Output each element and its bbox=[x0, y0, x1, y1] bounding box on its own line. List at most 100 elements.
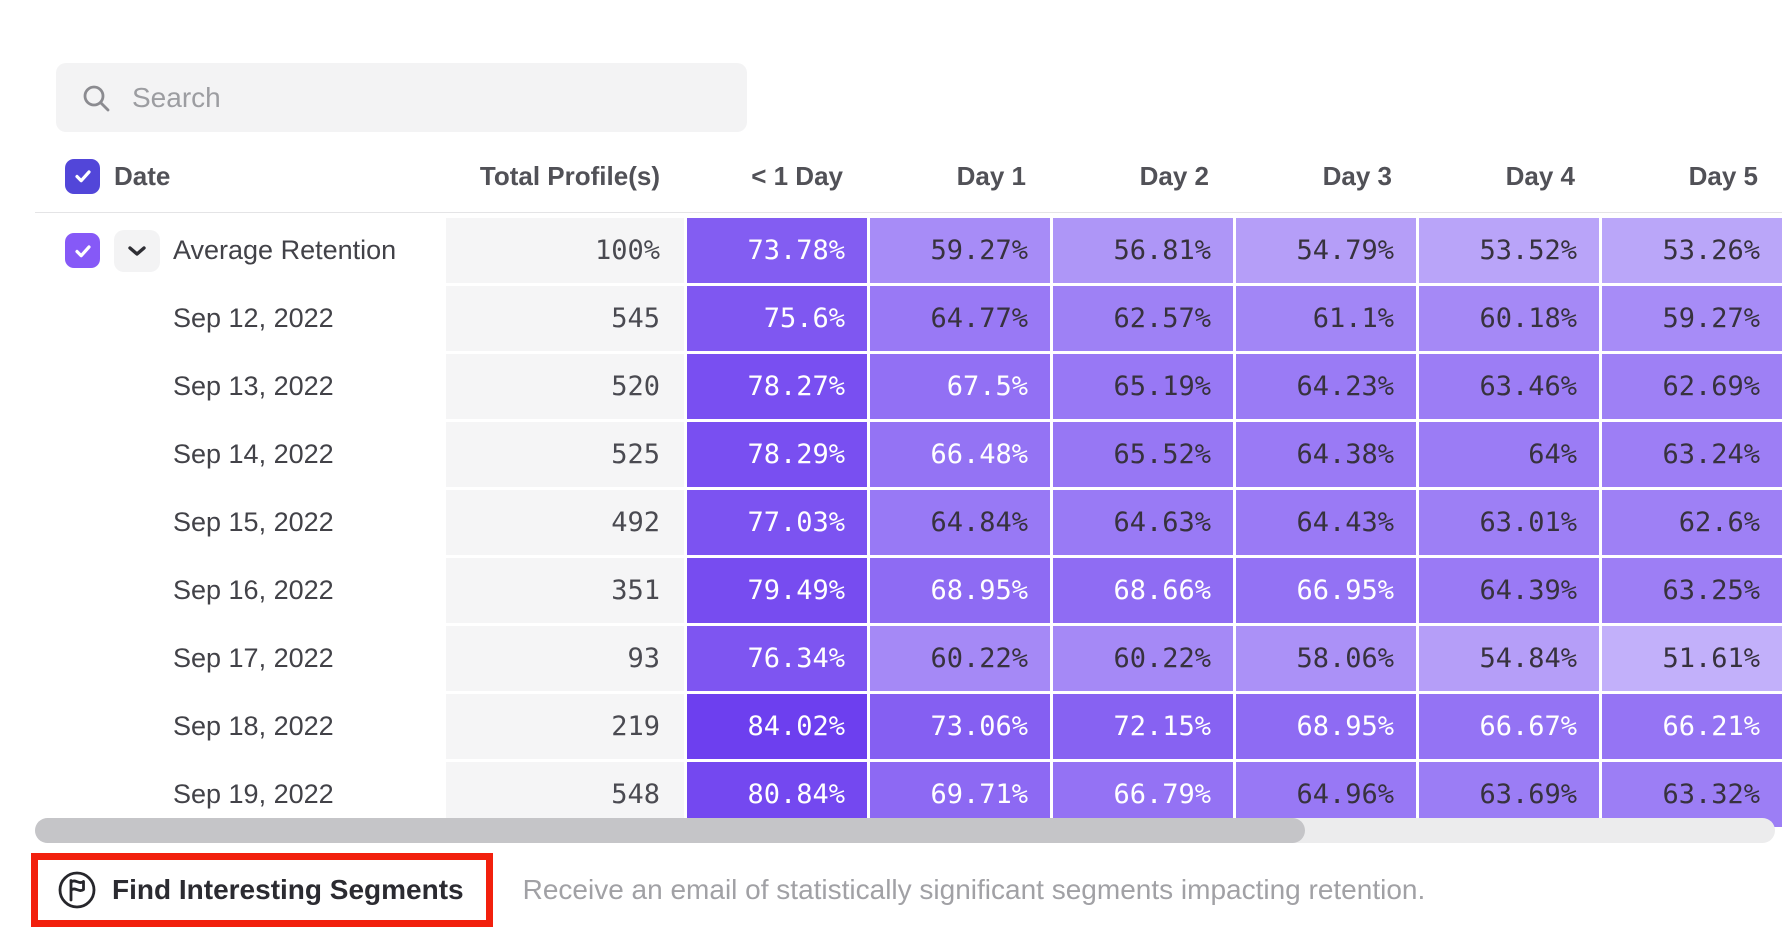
row-label: Sep 18, 2022 bbox=[173, 711, 334, 741]
retention-heat-cell[interactable]: 67.5% bbox=[870, 354, 1050, 419]
footer: Find Interesting Segments Receive an ema… bbox=[31, 853, 1425, 927]
total-profiles-cell: 93 bbox=[446, 626, 684, 691]
total-profiles-cell: 219 bbox=[446, 694, 684, 759]
date-column-header: Date bbox=[114, 160, 171, 191]
retention-heat-cell[interactable]: 54.84% bbox=[1419, 626, 1599, 691]
retention-heat-cell[interactable]: 76.34% bbox=[687, 626, 867, 691]
row-label-cell: Average Retention bbox=[35, 218, 443, 283]
retention-heat-cell[interactable]: 63.25% bbox=[1602, 558, 1782, 623]
retention-heat-cell[interactable]: 72.15% bbox=[1053, 694, 1233, 759]
retention-heat-cell[interactable]: 61.1% bbox=[1236, 286, 1416, 351]
retention-heat-cell[interactable]: 63.32% bbox=[1602, 762, 1782, 827]
retention-heat-cell[interactable]: 51.61% bbox=[1602, 626, 1782, 691]
retention-heat-cell[interactable]: 64.23% bbox=[1236, 354, 1416, 419]
table-row: Average Retention 100% 73.78% 59.27% 56.81… bbox=[35, 218, 1782, 283]
retention-heat-cell[interactable]: 63.46% bbox=[1419, 354, 1599, 419]
search-input[interactable] bbox=[130, 80, 723, 115]
retention-heat-cell[interactable]: 68.66% bbox=[1053, 558, 1233, 623]
retention-heat-cell[interactable]: 63.01% bbox=[1419, 490, 1599, 555]
retention-heat-cell[interactable]: 63.69% bbox=[1419, 762, 1599, 827]
total-profiles-cell: 520 bbox=[446, 354, 684, 419]
retention-heat-cell[interactable]: 53.52% bbox=[1419, 218, 1599, 283]
retention-heat-cell[interactable]: 59.27% bbox=[870, 218, 1050, 283]
retention-heat-cell[interactable]: 66.95% bbox=[1236, 558, 1416, 623]
column-header-lt-1-day[interactable]: < 1 Day bbox=[751, 160, 843, 191]
table-row: Sep 18, 2022 219 84.02% 73.06% 72.15% 68.95… bbox=[35, 694, 1782, 759]
table-row: Sep 16, 2022 351 79.49% 68.95% 68.66% 66.95… bbox=[35, 558, 1782, 623]
retention-heat-cell[interactable]: 54.79% bbox=[1236, 218, 1416, 283]
column-header-day-4[interactable]: Day 4 bbox=[1505, 160, 1575, 191]
total-profiles-cell: 525 bbox=[446, 422, 684, 487]
horizontal-scrollbar-track[interactable] bbox=[35, 818, 1775, 843]
retention-heat-cell[interactable]: 66.79% bbox=[1053, 762, 1233, 827]
search-bar[interactable] bbox=[56, 63, 747, 132]
search-icon bbox=[83, 85, 110, 111]
retention-heat-cell[interactable]: 64.39% bbox=[1419, 558, 1599, 623]
row-checkbox[interactable] bbox=[65, 233, 100, 268]
row-label: Average Retention bbox=[173, 235, 397, 265]
column-header-total-profiles[interactable]: Total Profile(s) bbox=[479, 160, 660, 191]
retention-heat-cell[interactable]: 62.6% bbox=[1602, 490, 1782, 555]
retention-heat-cell[interactable]: 68.95% bbox=[1236, 694, 1416, 759]
retention-heat-cell[interactable]: 60.22% bbox=[1053, 626, 1233, 691]
column-header-day-1[interactable]: Day 1 bbox=[956, 160, 1026, 191]
retention-heat-cell[interactable]: 59.27% bbox=[1602, 286, 1782, 351]
retention-heat-cell[interactable]: 56.81% bbox=[1053, 218, 1233, 283]
retention-heat-cell[interactable]: 64% bbox=[1419, 422, 1599, 487]
retention-heat-cell[interactable]: 64.43% bbox=[1236, 490, 1416, 555]
retention-heat-cell[interactable]: 63.24% bbox=[1602, 422, 1782, 487]
row-label: Sep 12, 2022 bbox=[173, 303, 334, 333]
retention-heat-cell[interactable]: 69.71% bbox=[870, 762, 1050, 827]
retention-heat-cell[interactable]: 64.63% bbox=[1053, 490, 1233, 555]
checkmark-icon bbox=[74, 244, 91, 257]
retention-heat-cell[interactable]: 64.96% bbox=[1236, 762, 1416, 827]
column-header-day-5[interactable]: Day 5 bbox=[1688, 160, 1758, 191]
retention-heat-cell[interactable]: 66.21% bbox=[1602, 694, 1782, 759]
row-label-cell: Sep 14, 2022 bbox=[35, 422, 443, 487]
table-header-row: Date Total Profile(s) < 1 Day Day 1 Day … bbox=[35, 140, 1782, 213]
retention-heat-cell[interactable]: 66.67% bbox=[1419, 694, 1599, 759]
retention-heat-cell[interactable]: 78.27% bbox=[687, 354, 867, 419]
expand-collapse-button[interactable] bbox=[114, 229, 160, 272]
retention-heat-cell[interactable]: 73.06% bbox=[870, 694, 1050, 759]
footer-description: Receive an email of statistically signif… bbox=[522, 874, 1426, 905]
retention-table-body: Average Retention 100% 73.78% 59.27% 56.81… bbox=[35, 218, 1782, 827]
retention-heat-cell[interactable]: 75.6% bbox=[687, 286, 867, 351]
retention-heat-cell[interactable]: 64.84% bbox=[870, 490, 1050, 555]
row-label: Sep 19, 2022 bbox=[173, 779, 334, 809]
retention-heat-cell[interactable]: 84.02% bbox=[687, 694, 867, 759]
retention-heat-cell[interactable]: 64.38% bbox=[1236, 422, 1416, 487]
total-profiles-cell: 351 bbox=[446, 558, 684, 623]
retention-heat-cell[interactable]: 65.19% bbox=[1053, 354, 1233, 419]
retention-heat-cell[interactable]: 60.18% bbox=[1419, 286, 1599, 351]
horizontal-scrollbar-thumb[interactable] bbox=[35, 818, 1305, 843]
retention-heat-cell[interactable]: 64.77% bbox=[870, 286, 1050, 351]
table-row: Sep 19, 2022 548 80.84% 69.71% 66.79% 64.96… bbox=[35, 762, 1782, 827]
retention-heat-cell[interactable]: 77.03% bbox=[687, 490, 867, 555]
select-all-checkbox[interactable] bbox=[65, 158, 100, 194]
total-profiles-cell: 548 bbox=[446, 762, 684, 827]
find-interesting-segments-button[interactable]: Find Interesting Segments bbox=[56, 869, 464, 911]
retention-heat-cell[interactable]: 60.22% bbox=[870, 626, 1050, 691]
retention-heat-cell[interactable]: 79.49% bbox=[687, 558, 867, 623]
row-label-cell: Sep 19, 2022 bbox=[35, 762, 443, 827]
retention-heat-cell[interactable]: 68.95% bbox=[870, 558, 1050, 623]
row-label: Sep 17, 2022 bbox=[173, 643, 334, 673]
retention-heat-cell[interactable]: 65.52% bbox=[1053, 422, 1233, 487]
total-profiles-cell: 492 bbox=[446, 490, 684, 555]
retention-heat-cell[interactable]: 73.78% bbox=[687, 218, 867, 283]
table-row: Sep 17, 2022 93 76.34% 60.22% 60.22% 58.06%… bbox=[35, 626, 1782, 691]
row-label: Sep 13, 2022 bbox=[173, 371, 334, 401]
row-label-cell: Sep 16, 2022 bbox=[35, 558, 443, 623]
retention-heat-cell[interactable]: 58.06% bbox=[1236, 626, 1416, 691]
retention-heat-cell[interactable]: 78.29% bbox=[687, 422, 867, 487]
retention-heat-cell[interactable]: 80.84% bbox=[687, 762, 867, 827]
column-header-day-2[interactable]: Day 2 bbox=[1139, 160, 1209, 191]
row-label-cell: Sep 17, 2022 bbox=[35, 626, 443, 691]
column-header-day-3[interactable]: Day 3 bbox=[1322, 160, 1392, 191]
retention-heat-cell[interactable]: 62.69% bbox=[1602, 354, 1782, 419]
retention-heat-cell[interactable]: 53.26% bbox=[1602, 218, 1782, 283]
retention-heat-cell[interactable]: 62.57% bbox=[1053, 286, 1233, 351]
table-row: Sep 12, 2022 545 75.6% 64.77% 62.57% 61.1% 6… bbox=[35, 286, 1782, 351]
retention-heat-cell[interactable]: 66.48% bbox=[870, 422, 1050, 487]
